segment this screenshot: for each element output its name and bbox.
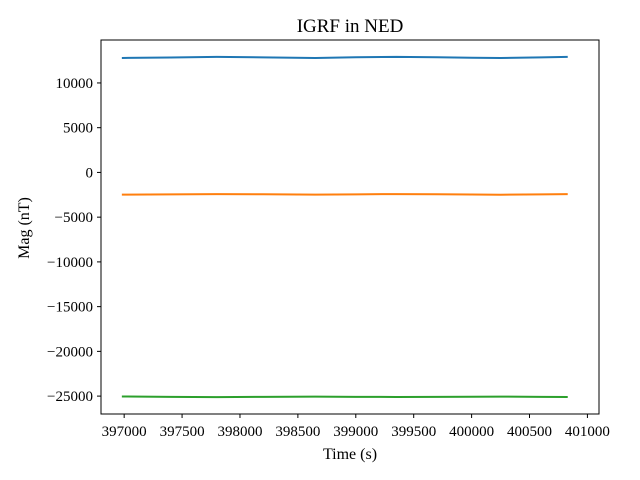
y-axis-ticks: 10000 5000 0 −5000 −10000 −15000 −20000 −25000 xyxy=(47,76,101,405)
x-tick-label: 398500 xyxy=(275,424,320,440)
x-tick-label: 397000 xyxy=(102,424,147,440)
x-tick-label: 397500 xyxy=(160,424,205,440)
y-tick-label: −20000 xyxy=(47,344,93,360)
x-tick-label: 399000 xyxy=(333,424,378,440)
x-tick-label: 398000 xyxy=(217,424,262,440)
x-tick-label: 399500 xyxy=(391,424,436,440)
series-layer xyxy=(121,55,568,399)
x-axis-label: Time (s) xyxy=(323,446,377,463)
y-tick-label: 10000 xyxy=(56,76,94,92)
series-line-2 xyxy=(121,193,568,196)
plot-frame xyxy=(100,39,600,415)
series-line-1 xyxy=(121,55,568,59)
y-axis-label: Mag (nT) xyxy=(16,197,33,259)
y-tick-label: 0 xyxy=(86,165,94,181)
y-tick-label: −10000 xyxy=(47,255,93,271)
y-tick-label: 5000 xyxy=(63,121,93,137)
x-tick-label: 400000 xyxy=(449,424,494,440)
x-tick-label: 401000 xyxy=(565,424,610,440)
x-axis-ticks: 397000 397500 398000 398500 399000 399500 4000… xyxy=(102,414,610,440)
series-line-3 xyxy=(121,395,568,399)
y-tick-label: −15000 xyxy=(47,300,93,316)
x-tick-label: 400500 xyxy=(507,424,552,440)
y-tick-label: −5000 xyxy=(55,210,93,226)
chart-title: IGRF in NED xyxy=(297,16,404,37)
y-tick-label: −25000 xyxy=(47,389,93,405)
